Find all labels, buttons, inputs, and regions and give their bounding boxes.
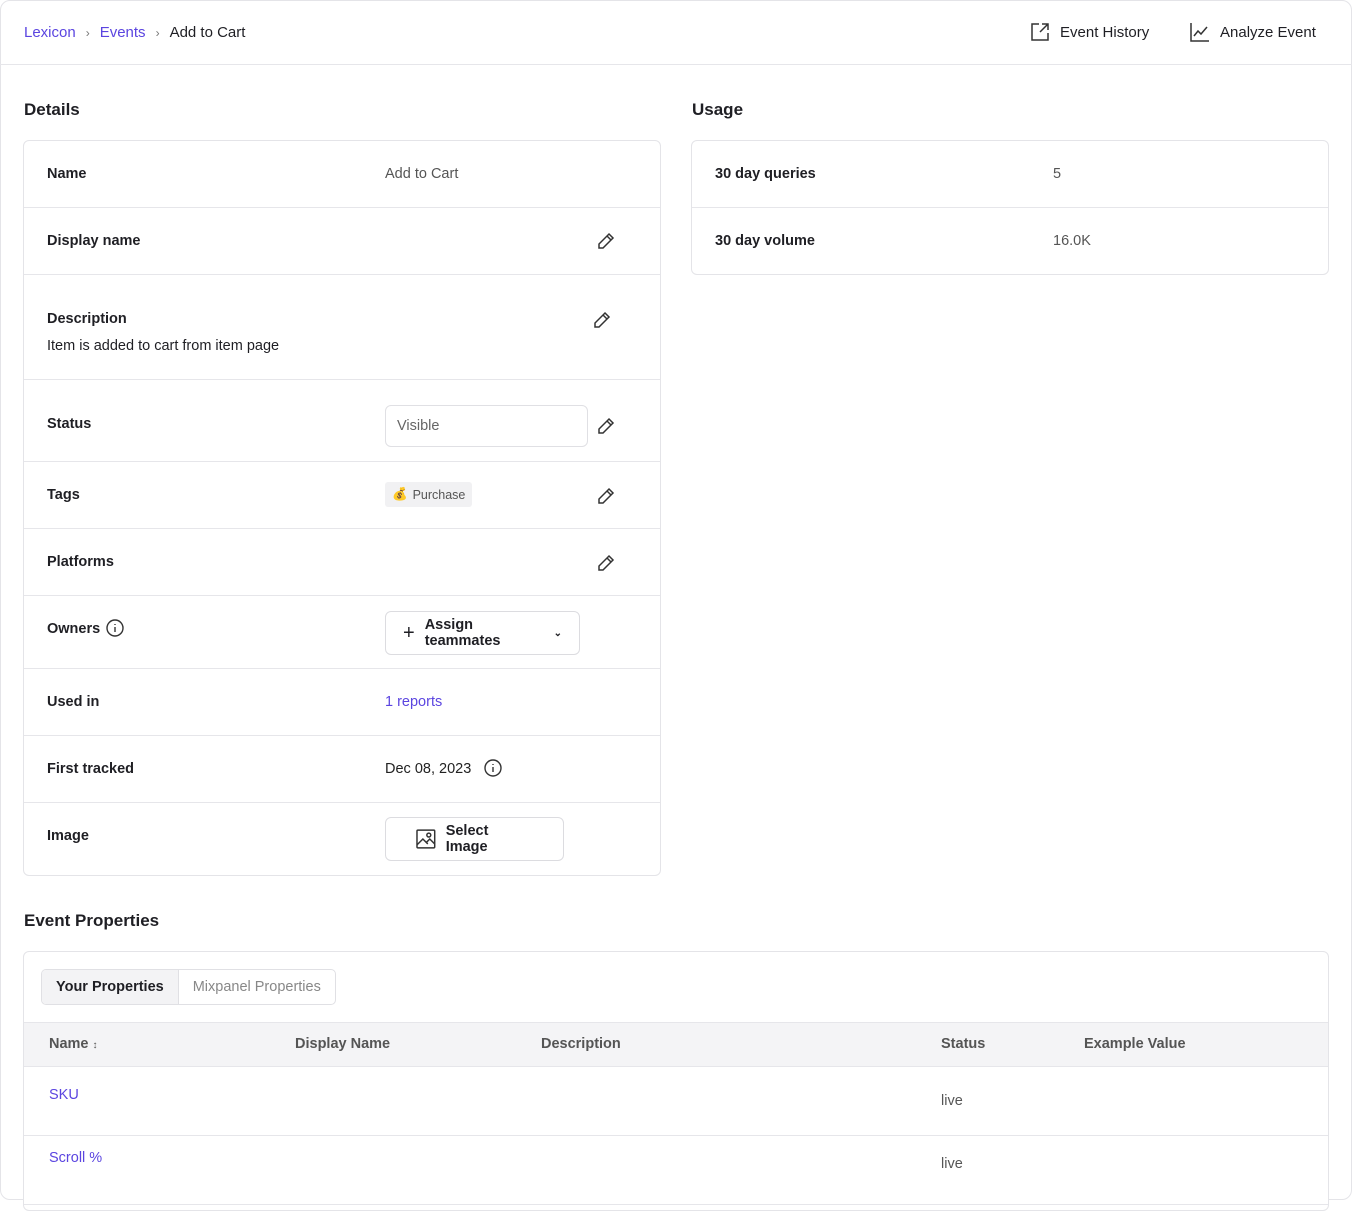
owners-label: Owners [47, 621, 101, 637]
name-label: Name [47, 166, 87, 182]
image-label: Image [47, 828, 89, 844]
event-history-button[interactable]: Event History [1030, 22, 1149, 42]
status-row: Status Visible [24, 380, 660, 462]
platforms-row: Platforms [24, 529, 660, 596]
tags-label: Tags [47, 487, 80, 503]
column-description: Description [541, 1036, 621, 1052]
used-in-label: Used in [47, 694, 100, 710]
breadcrumb-events[interactable]: Events [99, 24, 146, 41]
table-row: SKU live [24, 1067, 1328, 1136]
display-name-row: Display name [24, 208, 660, 275]
image-row: Image Select Image [24, 803, 660, 876]
select-image-button[interactable]: Select Image [385, 817, 564, 861]
column-display-name: Display Name [295, 1036, 391, 1052]
platforms-label: Platforms [47, 554, 114, 570]
column-example-value: Example Value [1084, 1036, 1186, 1052]
tags-row: Tags 💰 Purchase [24, 462, 660, 529]
used-in-row: Used in 1 reports [24, 669, 660, 736]
tab-mixpanel-properties[interactable]: Mixpanel Properties [192, 979, 321, 995]
description-row: Description Item is added to cart from i… [24, 275, 660, 380]
status-input[interactable]: Visible [385, 405, 588, 447]
first-tracked-value: Dec 08, 2023 [385, 761, 472, 777]
assign-teammates-label: Assign teammates [424, 617, 501, 649]
plus-icon: + [403, 621, 415, 644]
pencil-icon[interactable] [596, 231, 616, 251]
pencil-icon[interactable] [596, 416, 616, 436]
tab-your-properties[interactable]: Your Properties [42, 970, 179, 1004]
property-status: live [941, 1156, 963, 1172]
header: Lexicon › Events › Add to Cart Event His… [0, 0, 1352, 65]
chevron-down-icon: ⌄ [553, 627, 562, 639]
volume-row: 30 day volume 16.0K [692, 208, 1328, 275]
table-header: Name ↕ Display Name Description Status E… [24, 1022, 1328, 1067]
details-title: Details [24, 100, 80, 119]
property-name-link[interactable]: SKU [49, 1087, 79, 1103]
table-row: Scroll % live [24, 1136, 1328, 1205]
status-label: Status [47, 416, 92, 432]
breadcrumb: Lexicon › Events › Add to Cart [24, 24, 245, 41]
tag-purchase[interactable]: 💰 Purchase [385, 482, 473, 507]
volume-label: 30 day volume [715, 233, 815, 249]
sort-icon[interactable]: ↕ [92, 1040, 98, 1051]
analyze-event-button[interactable]: Analyze Event [1190, 22, 1316, 42]
queries-value: 5 [1053, 166, 1062, 182]
info-icon[interactable] [106, 619, 124, 637]
properties-card: Your Properties Mixpanel Properties Name… [23, 951, 1329, 1211]
property-status: live [941, 1093, 963, 1109]
tag-label: Purchase [412, 487, 466, 502]
event-history-label: Event History [1060, 23, 1150, 41]
line-chart-icon [1190, 23, 1209, 42]
properties-tabs: Your Properties Mixpanel Properties [41, 969, 336, 1005]
owners-row: Owners + Assign teammates ⌄ [24, 596, 660, 669]
usage-card: 30 day queries 5 30 day volume 16.0K [691, 140, 1329, 275]
assign-teammates-button[interactable]: + Assign teammates ⌄ [385, 611, 580, 655]
chevron-right-icon: › [85, 25, 90, 40]
name-value: Add to Cart [385, 166, 459, 182]
column-status: Status [941, 1036, 986, 1052]
pencil-icon[interactable] [592, 310, 612, 330]
first-tracked-row: First tracked Dec 08, 2023 [24, 736, 660, 803]
analyze-event-label: Analyze Event [1220, 23, 1316, 41]
volume-value: 16.0K [1053, 233, 1091, 249]
external-link-icon [1031, 23, 1049, 41]
pencil-icon[interactable] [596, 553, 616, 573]
column-name[interactable]: Name ↕ [49, 1036, 98, 1052]
select-image-label: Select Image [445, 823, 489, 855]
queries-row: 30 day queries 5 [692, 141, 1328, 208]
name-row: Name Add to Cart [24, 141, 660, 208]
property-name-link[interactable]: Scroll % [49, 1150, 103, 1166]
money-bag-icon: 💰 [392, 487, 408, 501]
usage-title: Usage [692, 100, 744, 119]
display-name-label: Display name [47, 233, 141, 249]
breadcrumb-lexicon[interactable]: Lexicon [24, 24, 76, 41]
chevron-right-icon: › [155, 25, 160, 40]
details-card: Name Add to Cart Display name Descriptio… [23, 140, 661, 876]
description-label: Description [47, 311, 127, 327]
image-icon [416, 829, 436, 849]
info-icon[interactable] [484, 759, 502, 777]
pencil-icon[interactable] [596, 486, 616, 506]
used-in-reports-link[interactable]: 1 reports [385, 694, 443, 710]
first-tracked-label: First tracked [47, 761, 135, 777]
queries-label: 30 day queries [715, 166, 816, 182]
description-value: Item is added to cart from item page [47, 338, 280, 354]
event-properties-title: Event Properties [24, 911, 160, 930]
breadcrumb-current: Add to Cart [169, 24, 246, 41]
